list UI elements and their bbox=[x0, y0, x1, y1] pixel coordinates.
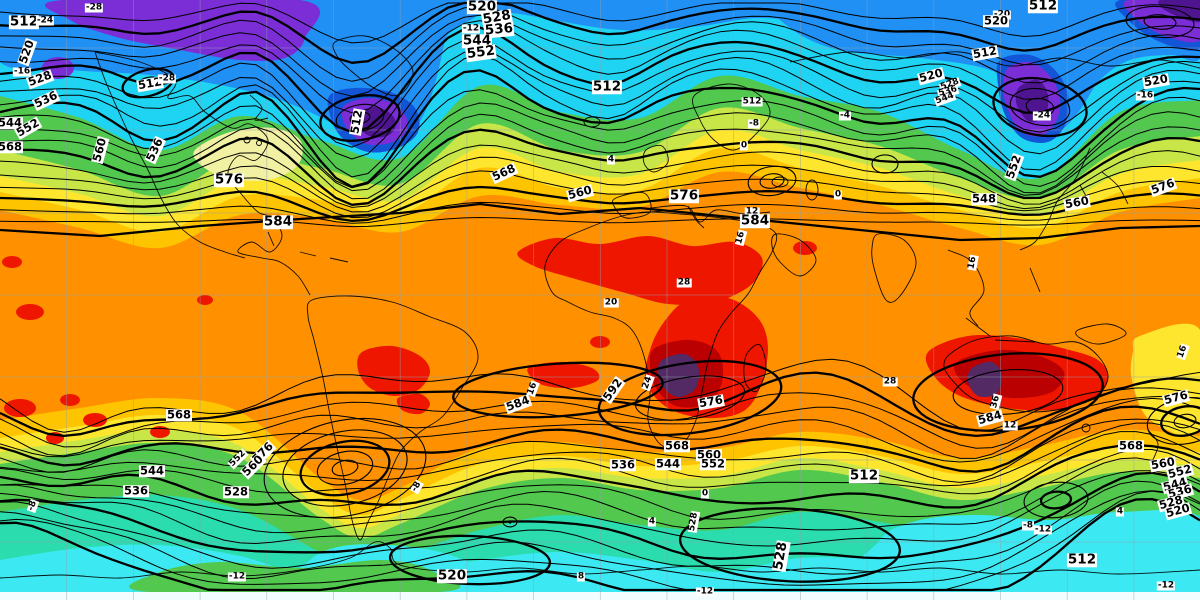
high-low-center-layer bbox=[121, 5, 1200, 586]
coastline-layer bbox=[0, 35, 1200, 579]
